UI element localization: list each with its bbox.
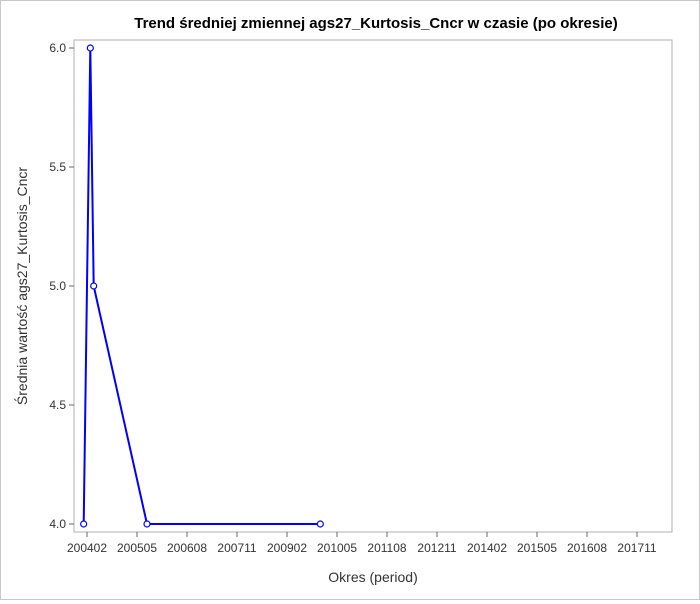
x-tick-label: 201402 bbox=[467, 541, 507, 555]
x-tick-label: 200402 bbox=[67, 541, 107, 555]
series-layer bbox=[80, 44, 324, 528]
x-tick-label: 201211 bbox=[417, 541, 456, 555]
y-tick-label: 4.5 bbox=[49, 398, 66, 412]
y-tick-label: 5.0 bbox=[49, 279, 66, 293]
y-axis-label: Średnia wartość ags27_Kurtosis_Cncr bbox=[13, 167, 30, 405]
y-axis: 4.0 4.5 5.0 5.5 6.0 bbox=[49, 41, 74, 531]
data-point bbox=[90, 282, 98, 290]
plot-area bbox=[73, 39, 673, 533]
x-tick-label: 201108 bbox=[367, 541, 406, 555]
x-tick-label: 201608 bbox=[567, 541, 607, 555]
y-tick-label: 4.0 bbox=[49, 517, 66, 531]
x-tick-label: 200902 bbox=[267, 541, 307, 555]
data-point bbox=[80, 520, 88, 528]
x-tick-label: 201505 bbox=[517, 541, 557, 555]
y-tick-label: 5.5 bbox=[49, 160, 66, 174]
chart-title: Trend średniej zmiennej ags27_Kurtosis_C… bbox=[134, 15, 618, 32]
data-point bbox=[86, 44, 94, 52]
x-tick-label: 200711 bbox=[217, 541, 256, 555]
x-axis-label: Okres (period) bbox=[328, 569, 417, 585]
x-tick-label: 200505 bbox=[117, 541, 157, 555]
x-tick-label: 200608 bbox=[167, 541, 207, 555]
x-tick-label: 201005 bbox=[317, 541, 357, 555]
x-tick-label: 201711 bbox=[617, 541, 656, 555]
data-point bbox=[316, 520, 324, 528]
y-tick-label: 6.0 bbox=[49, 41, 66, 55]
data-point bbox=[143, 520, 151, 528]
x-axis: 200402 200505 200608 200711 200902 201005 2011… bbox=[67, 532, 657, 555]
